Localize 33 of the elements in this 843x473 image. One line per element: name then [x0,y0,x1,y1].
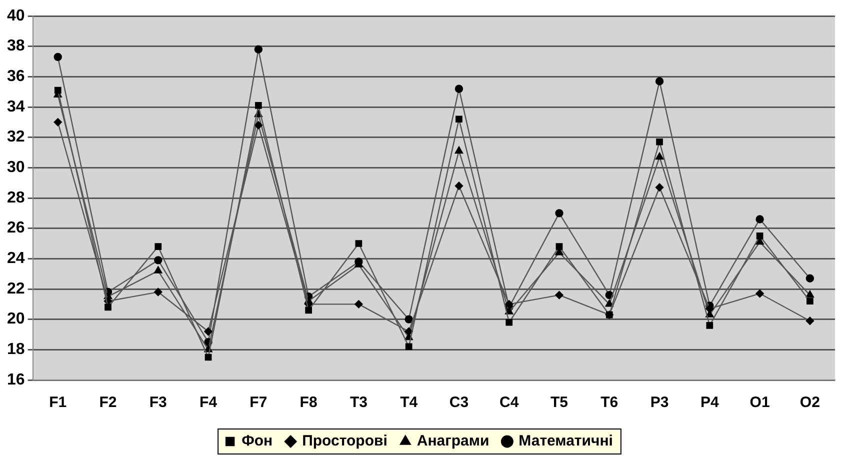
y-tick-label: 30 [7,159,25,176]
legend-label: Фон [242,432,273,450]
x-tick-label: P3 [650,394,669,412]
x-tick-label: T3 [350,394,368,412]
x-tick-label: F7 [250,394,268,412]
y-tick-label: 28 [7,189,25,206]
y-tick-label: 26 [7,220,25,237]
legend-label: Математичні [518,432,613,450]
x-tick-label: T5 [550,394,568,412]
x-tick-label: P4 [700,394,720,412]
y-tick-label: 38 [7,38,25,55]
x-tick-label: T4 [400,394,418,412]
x-tick-label: F3 [149,394,167,412]
legend-label: Просторові [302,432,388,450]
y-tick-label: 32 [7,128,25,146]
x-tick-label: F2 [99,394,117,412]
legend-label: Анаграми [416,432,490,450]
x-tick-label: T6 [600,394,618,412]
y-tick-label: 16 [7,371,25,388]
x-tick-label: O1 [750,394,770,412]
x-tick-label: F8 [300,394,318,412]
y-tick-label: 22 [7,280,25,298]
y-tick-label: 20 [7,310,25,328]
x-tick-label: C3 [449,394,469,412]
y-tick-label: 34 [7,98,25,116]
y-tick-label: 18 [7,341,25,358]
y-tick-label: 24 [7,250,25,268]
x-tick-label: F1 [49,394,67,412]
x-tick-label: C4 [500,394,520,412]
x-tick-label: F4 [200,394,218,412]
y-tick-label: 40 [7,7,25,24]
x-tick-label: O2 [800,394,820,412]
y-tick-label: 36 [7,68,25,86]
